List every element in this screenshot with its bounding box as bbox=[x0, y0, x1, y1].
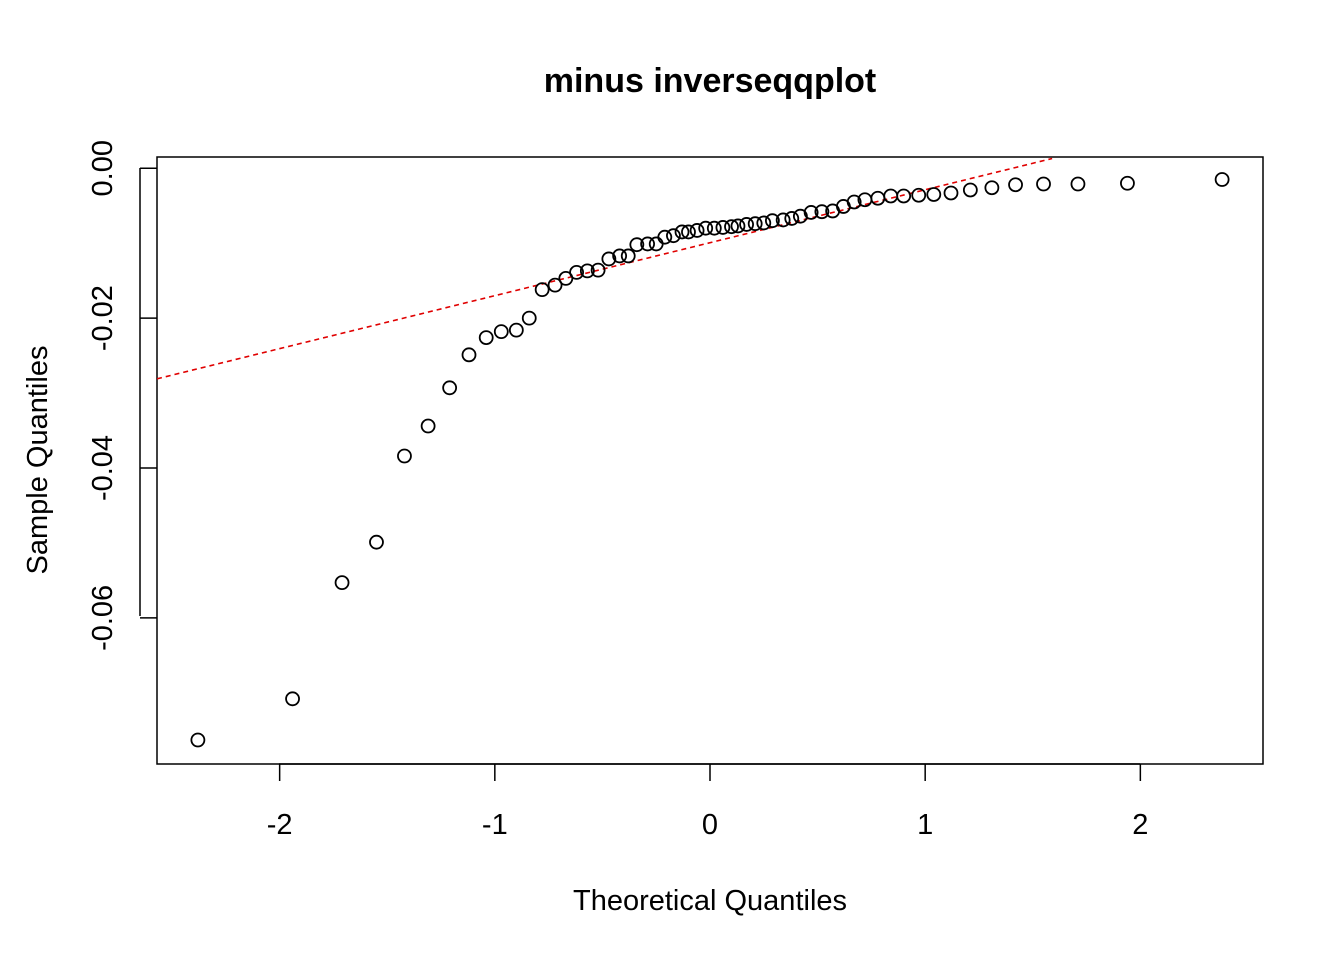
y-tick-label: -0.04 bbox=[87, 435, 119, 501]
data-point bbox=[478, 330, 494, 346]
data-point bbox=[397, 448, 412, 464]
data-point bbox=[883, 188, 899, 204]
chart-title: minus inverseqqplot bbox=[544, 62, 877, 100]
data-point bbox=[706, 220, 722, 236]
y-tick-label: -0.02 bbox=[87, 285, 119, 351]
data-point bbox=[579, 263, 595, 279]
data-point bbox=[534, 282, 550, 298]
data-point bbox=[420, 418, 436, 434]
data-point bbox=[334, 575, 350, 591]
y-axis: 0.00 -0.02 -0.04 -0.06 bbox=[87, 140, 157, 651]
data-point bbox=[1070, 176, 1086, 192]
x-axis-label: Theoretical Quantiles bbox=[573, 885, 847, 917]
data-point bbox=[775, 212, 791, 228]
data-point bbox=[784, 211, 800, 226]
data-point bbox=[657, 229, 673, 245]
data-point bbox=[666, 228, 681, 244]
data-point bbox=[765, 213, 780, 229]
data-point bbox=[601, 251, 617, 267]
data-point bbox=[190, 732, 206, 748]
data-point bbox=[629, 237, 645, 253]
data-point bbox=[698, 220, 714, 236]
data-point bbox=[846, 194, 862, 210]
y-axis-label: Sample Quantiles bbox=[22, 346, 54, 575]
data-point bbox=[724, 219, 739, 235]
plot-frame bbox=[156, 156, 1264, 765]
data-point bbox=[739, 217, 754, 232]
data-point bbox=[1036, 176, 1051, 192]
data-point bbox=[984, 180, 1000, 196]
data-point bbox=[442, 380, 458, 396]
data-point bbox=[747, 216, 763, 232]
x-tick-label: 1 bbox=[917, 809, 933, 841]
data-point bbox=[730, 218, 746, 234]
data-point bbox=[756, 215, 772, 231]
y-tick-label: -0.06 bbox=[87, 585, 119, 651]
data-point bbox=[461, 347, 477, 363]
x-tick-label: -1 bbox=[482, 809, 508, 841]
data-point bbox=[870, 190, 886, 206]
data-point bbox=[521, 310, 537, 326]
data-point bbox=[590, 262, 606, 278]
data-point bbox=[1214, 172, 1230, 187]
x-tick-label: 0 bbox=[702, 809, 718, 841]
data-point bbox=[612, 248, 628, 264]
data-point bbox=[1008, 177, 1023, 193]
data-point bbox=[715, 220, 731, 235]
data-point bbox=[569, 265, 584, 280]
data-point bbox=[369, 534, 384, 550]
data-point bbox=[943, 185, 959, 201]
data-point bbox=[547, 277, 563, 293]
data-point bbox=[493, 324, 509, 340]
data-point bbox=[896, 188, 912, 204]
data-point bbox=[648, 236, 664, 252]
data-point bbox=[1120, 175, 1135, 191]
y-tick-label: 0.00 bbox=[87, 140, 119, 196]
x-tick-label: 2 bbox=[1132, 809, 1148, 841]
data-point bbox=[814, 204, 830, 220]
data-point bbox=[962, 182, 978, 198]
data-point bbox=[803, 205, 819, 220]
x-axis: -2 -1 0 1 2 bbox=[267, 763, 1148, 841]
data-point bbox=[689, 223, 705, 238]
data-point bbox=[911, 187, 927, 203]
data-point bbox=[926, 187, 942, 202]
data-point bbox=[508, 322, 524, 338]
points-layer bbox=[190, 172, 1230, 748]
data-point bbox=[681, 224, 696, 240]
x-tick-label: -2 bbox=[267, 809, 293, 841]
data-point bbox=[640, 236, 655, 252]
data-point bbox=[620, 248, 636, 264]
data-point bbox=[285, 691, 300, 707]
data-point bbox=[674, 224, 690, 240]
